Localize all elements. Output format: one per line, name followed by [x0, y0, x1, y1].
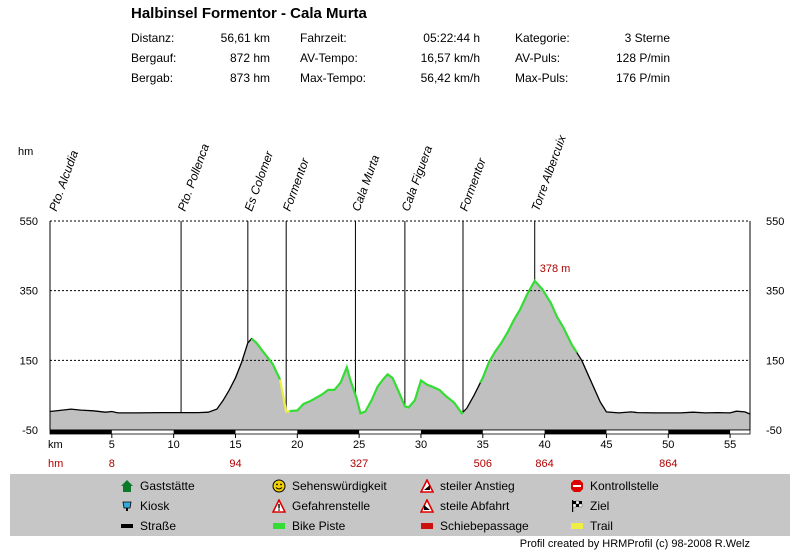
trail-segment	[278, 379, 291, 413]
y-tick-label-right: 350	[766, 286, 784, 298]
smiley-icon	[272, 479, 286, 493]
x-tick-label: 25	[353, 439, 365, 451]
stat-value: 05:22:44 h	[423, 31, 480, 45]
y-tick-label-left: 150	[20, 355, 38, 367]
x-tick-label: 35	[477, 439, 489, 451]
legend-label: Gaststätte	[140, 479, 195, 493]
bike-piste-swatch-icon	[273, 523, 285, 529]
hm-row-label: hm	[48, 458, 63, 470]
stat-value: 128 P/min	[615, 51, 670, 65]
kiosk-cup-icon	[122, 501, 132, 511]
stat-label: Kategorie:	[515, 31, 570, 45]
road-segment	[50, 430, 112, 434]
x-tick-label: 20	[291, 439, 303, 451]
steep-descent-icon	[420, 499, 434, 513]
legend-label: Schiebepassage	[440, 519, 529, 533]
y-tick-label-right: 550	[766, 216, 784, 228]
hm-row-value: 864	[535, 458, 553, 470]
waypoint-label: Cala Murta	[349, 153, 382, 213]
legend-label: Gefahrenstelle	[292, 499, 371, 513]
x-tick-label: 40	[538, 439, 550, 451]
waypoint-label: Formentor	[280, 155, 312, 213]
legend-label: Ziel	[590, 499, 610, 513]
stat-value: 872 hm	[229, 51, 270, 65]
hm-row-value: 327	[350, 458, 368, 470]
legend-label: Trail	[590, 519, 613, 533]
peak-label: 378 m	[540, 263, 571, 275]
waypoint-label: Es Colomer	[242, 148, 277, 213]
legend-label: Kontrollstelle	[590, 479, 659, 493]
road-segment	[420, 430, 483, 434]
legend-label: steiler Anstieg	[440, 479, 515, 493]
stat-value: 3 Sterne	[624, 31, 670, 45]
x-axis-label: km	[48, 439, 63, 451]
x-tick-label: 10	[168, 439, 180, 451]
danger-icon	[272, 499, 286, 513]
stat-value: 873 hm	[229, 71, 270, 85]
stat-value: 56,42 km/h	[420, 71, 480, 85]
x-tick-label: 50	[662, 439, 674, 451]
stat-label: Fahrzeit:	[300, 31, 347, 45]
x-tick-label: 15	[229, 439, 241, 451]
trail-segment	[479, 279, 578, 384]
hm-row-value: 864	[659, 458, 677, 470]
route-surface-bar	[49, 429, 751, 435]
steep-climb-icon	[420, 479, 434, 493]
stat-label: Max-Puls:	[515, 71, 569, 85]
waypoint-label: Pto. Alcudia	[46, 148, 81, 213]
stat-label: Max-Tempo:	[300, 71, 367, 85]
stat-label: Distanz:	[131, 31, 175, 45]
trail-segment	[266, 356, 281, 380]
waypoint-label: Formentor	[457, 155, 489, 213]
legend-label: Kiosk	[140, 499, 170, 513]
road-segment	[297, 430, 360, 434]
push-section-swatch-icon	[421, 523, 433, 529]
hm-row-value: 8	[109, 458, 115, 470]
stat-value: 56,61 km	[220, 31, 270, 45]
stat-label: AV-Tempo:	[300, 51, 358, 65]
stat-label: Bergab:	[131, 71, 174, 85]
y-tick-label-right: -50	[766, 425, 782, 437]
legend-label: Straße	[140, 519, 177, 533]
credit-text: Profil created by HRMProfil (c) 98-2008 …	[519, 538, 750, 550]
route-title: Halbinsel Formentor - Cala Murta	[131, 5, 367, 22]
stat-value: 176 P/min	[615, 71, 670, 85]
elevation-area	[50, 280, 750, 430]
x-tick-label: 55	[724, 439, 736, 451]
legend-label: Sehenswürdigkeit	[292, 479, 387, 493]
stat-label: AV-Puls:	[515, 51, 561, 65]
waypoint-label: Pto. Pollenca	[175, 141, 212, 213]
legend-label: steile Abfahrt	[440, 499, 510, 513]
legend-label: Bike Piste	[292, 519, 346, 533]
road-segment	[668, 430, 731, 434]
y-tick-label-left: 550	[20, 216, 38, 228]
legend: Gaststätte Sehenswürdigkeit steiler Anst…	[10, 474, 790, 536]
trail-segment	[250, 337, 269, 359]
finish-flag-icon	[572, 500, 583, 512]
hm-row-value: 506	[474, 458, 492, 470]
trail-swatch-icon	[571, 523, 583, 529]
y-axis-label: hm	[18, 146, 33, 158]
waypoint-label: Torre Albercuix	[528, 132, 569, 213]
stat-value: 16,57 km/h	[420, 51, 480, 65]
stat-label: Bergauf:	[131, 51, 177, 65]
y-tick-label-left: 350	[20, 286, 38, 298]
x-tick-label: 5	[109, 439, 115, 451]
y-tick-label-right: 150	[766, 355, 784, 367]
trail-segment	[289, 363, 464, 415]
house-icon	[121, 480, 133, 492]
x-tick-label: 30	[415, 439, 427, 451]
hm-row-value: 94	[229, 458, 241, 470]
y-tick-label-left: -50	[22, 425, 38, 437]
stop-icon	[571, 480, 583, 492]
road-segment	[544, 430, 607, 434]
road-swatch-icon	[121, 524, 133, 528]
road-segment	[173, 430, 236, 434]
x-tick-label: 45	[600, 439, 612, 451]
waypoint-label: Cala Figuera	[399, 143, 436, 213]
